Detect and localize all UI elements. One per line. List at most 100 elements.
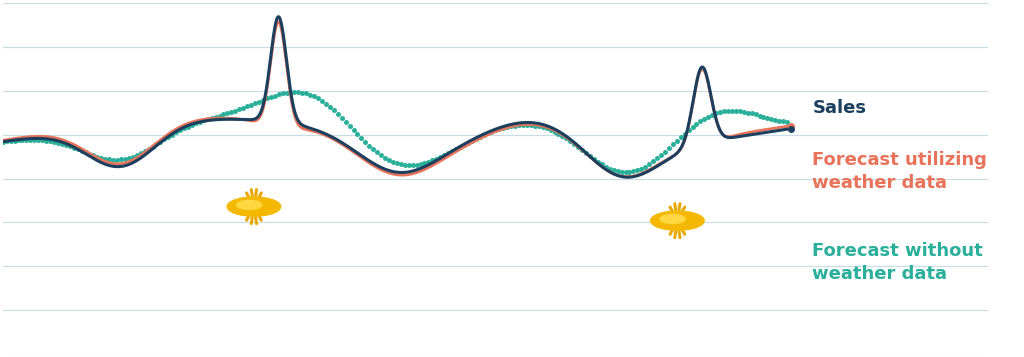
Point [496,125,512,131]
Point [366,146,382,152]
Point [10,137,27,143]
Point [279,90,295,96]
Text: Sales: Sales [812,99,866,117]
Point [688,121,705,127]
Point [748,112,764,117]
Point [129,152,145,158]
Point [66,145,82,151]
Point [274,91,291,96]
Point [601,166,617,171]
Point [499,124,515,130]
Point [728,108,744,114]
Point [266,93,283,99]
Point [558,135,574,141]
Point [396,162,413,168]
Point [759,115,775,121]
Point [562,138,579,144]
Point [377,155,393,161]
Point [739,110,756,115]
Point [716,109,732,114]
Point [752,113,768,119]
Point [598,164,614,169]
Point [262,94,279,100]
Point [443,148,460,154]
Point [38,138,54,144]
Point [93,155,110,161]
Point [692,119,709,124]
Point [381,157,397,163]
Point [353,135,370,141]
Point [160,134,176,140]
Point [322,104,338,110]
Point [385,159,401,165]
Point [101,156,118,162]
Point [763,116,779,122]
Point [743,111,760,116]
Point [756,114,772,120]
Point [183,122,200,128]
Point [168,130,184,135]
Point [617,170,634,175]
Point [227,108,244,114]
Point [74,148,90,154]
Point [219,110,236,116]
Point [669,138,685,144]
Point [735,109,752,115]
Point [243,102,259,107]
Point [539,126,555,131]
Point [172,127,188,133]
Point [656,149,673,155]
Point [373,152,389,158]
Point [578,150,594,156]
Point [700,114,717,120]
Point [519,122,536,128]
Point [18,137,35,143]
Point [712,110,728,115]
Point [389,161,406,166]
Point [326,107,342,113]
Point [775,119,792,124]
Point [436,152,453,158]
Point [259,96,275,101]
Point [251,99,267,105]
Point [136,148,153,154]
Point [53,141,70,147]
Point [570,144,587,150]
Point [298,91,314,96]
Point [113,157,129,162]
Point [104,157,121,162]
Point [637,164,653,170]
Point [144,144,161,150]
Point [404,162,421,168]
Point [475,132,492,138]
Point [153,139,169,145]
Point [724,108,740,114]
Point [609,169,626,174]
Point [582,153,598,159]
Point [23,137,39,142]
Point [204,115,220,121]
Point [6,138,23,144]
Point [97,156,114,161]
Point [677,131,693,137]
Point [255,97,271,103]
Point [164,132,180,137]
Point [223,109,240,115]
Point [487,127,504,133]
Point [306,94,323,99]
Point [310,95,327,101]
Point [424,157,440,163]
Point [731,109,748,114]
Point [456,142,472,147]
Point [452,144,468,150]
Point [132,150,148,156]
Point [148,141,165,147]
Point [696,116,713,122]
Point [57,142,74,148]
Point [0,139,15,144]
Point [420,159,436,165]
Point [440,150,457,156]
Point [479,131,496,136]
Point [543,127,559,133]
Point [432,154,449,160]
